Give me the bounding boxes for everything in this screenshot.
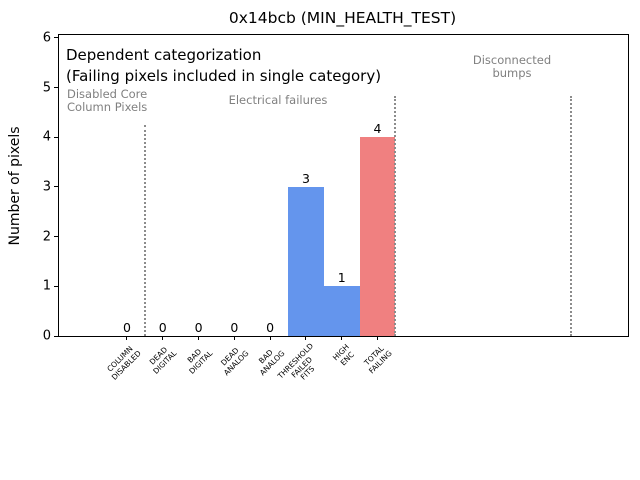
bar-value-label: 3 xyxy=(301,170,310,186)
annotation-failing-pixels-note: (Failing pixels included in single categ… xyxy=(66,67,382,85)
section-divider xyxy=(143,124,146,336)
y-tick-label: 5 xyxy=(42,80,51,96)
x-tick xyxy=(162,336,164,340)
y-tick xyxy=(54,136,59,138)
y-tick-label: 4 xyxy=(42,129,51,145)
y-tick-label: 0 xyxy=(42,328,51,344)
x-tick xyxy=(126,336,128,340)
bar-value-label: 0 xyxy=(266,320,275,335)
bar-value-label: 0 xyxy=(230,320,239,335)
section-label-disconnected-bumps: Disconnected bumps xyxy=(472,53,552,80)
y-tick-label: 2 xyxy=(42,229,51,245)
x-tick xyxy=(233,336,235,340)
y-tick xyxy=(54,87,59,89)
x-tick-label-holder: TOTAL FAILING xyxy=(231,342,393,375)
y-tick xyxy=(54,285,59,287)
section-label-electrical-failures: Electrical failures xyxy=(228,93,328,107)
bar-value-label: 1 xyxy=(337,270,346,286)
annotation-dependent-categorization: Dependent categorization xyxy=(66,46,262,64)
y-tick xyxy=(54,236,59,238)
bar-value-label: 0 xyxy=(158,320,167,335)
bar-value-label: 0 xyxy=(123,320,131,335)
x-tick xyxy=(269,336,271,340)
x-tick xyxy=(305,336,307,340)
x-tick-label: TOTAL FAILING xyxy=(362,343,394,375)
bar xyxy=(288,186,324,336)
bar-value-label: 4 xyxy=(373,121,382,137)
section-divider xyxy=(569,96,572,336)
plot-area: 0 1 2 3 4 5 6 0 COLUMN DISABLED 0 DEAD DIGITAL 0 BAD… xyxy=(43,30,629,382)
chart-title: 0x14bcb (MIN_HEALTH_TEST) xyxy=(228,9,457,27)
y-tick xyxy=(54,186,59,188)
bar xyxy=(359,137,396,336)
bar xyxy=(323,286,360,336)
y-tick xyxy=(54,335,59,337)
bar-value-label: 0 xyxy=(194,320,203,335)
section-label-disabled-core-column-pixels: Disabled Core Column Pixels xyxy=(67,87,148,114)
x-tick xyxy=(341,336,343,340)
y-tick-label: 3 xyxy=(42,179,51,195)
x-tick xyxy=(198,336,200,340)
y-tick-label: 6 xyxy=(42,30,51,46)
y-tick xyxy=(54,37,59,39)
y-tick-label: 1 xyxy=(42,278,51,294)
x-tick xyxy=(376,336,378,340)
section-divider xyxy=(394,96,397,336)
